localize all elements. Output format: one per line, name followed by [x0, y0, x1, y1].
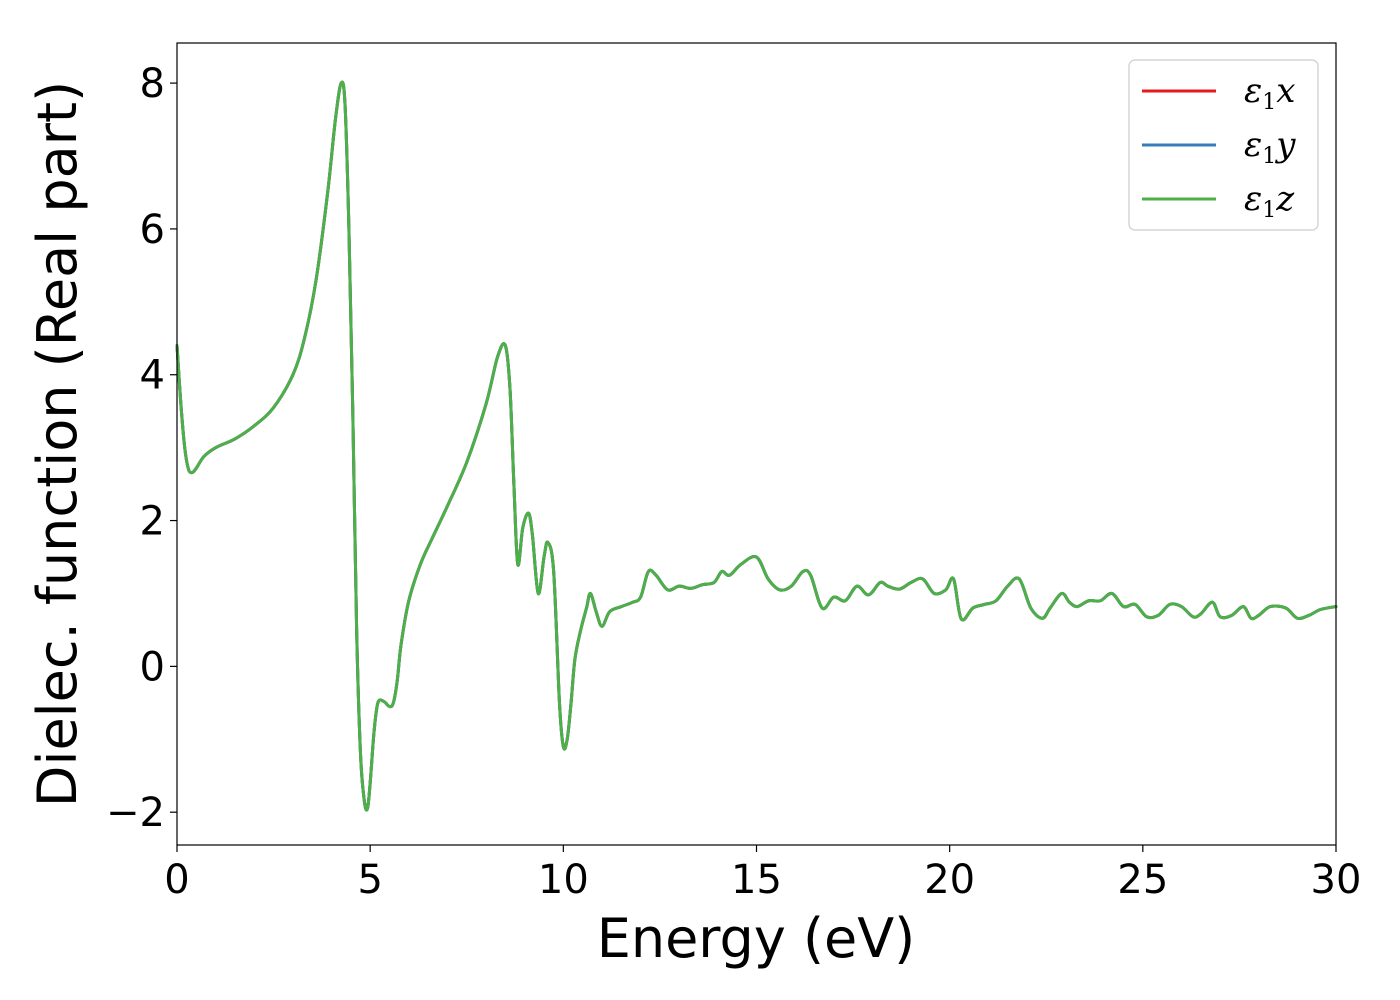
x-tick-label: 10	[538, 857, 589, 903]
y-tick-label: −2	[106, 790, 165, 836]
legend-label: ε1z	[1244, 179, 1295, 223]
legend-label: ε1x	[1244, 71, 1295, 115]
y-tick-label: 4	[140, 353, 165, 399]
x-tick-label: 0	[164, 857, 189, 903]
x-axis: 0 5 10 15 20 25 30	[164, 845, 1361, 903]
x-tick-label: 25	[1117, 857, 1168, 903]
y-tick-label: 8	[140, 61, 165, 107]
series-line-3	[175, 80, 1338, 812]
legend-box	[1128, 59, 1319, 231]
x-tick-label: 30	[1311, 857, 1362, 903]
y-axis-title: Dielec. function (Real part)	[26, 81, 89, 807]
x-tick-label: 20	[924, 857, 975, 903]
series-layer	[175, 80, 1338, 812]
legend: ε1x ε1y ε1z	[1128, 59, 1319, 231]
x-tick-label: 15	[731, 857, 782, 903]
y-axis: −2 0 2 4 6 8	[106, 61, 177, 836]
y-tick-label: 6	[140, 207, 165, 253]
x-axis-title: Energy (eV)	[597, 907, 916, 970]
y-tick-label: 2	[140, 499, 165, 545]
x-tick-label: 5	[357, 857, 382, 903]
y-tick-label: 0	[140, 644, 165, 690]
legend-label: ε1y	[1244, 125, 1296, 169]
